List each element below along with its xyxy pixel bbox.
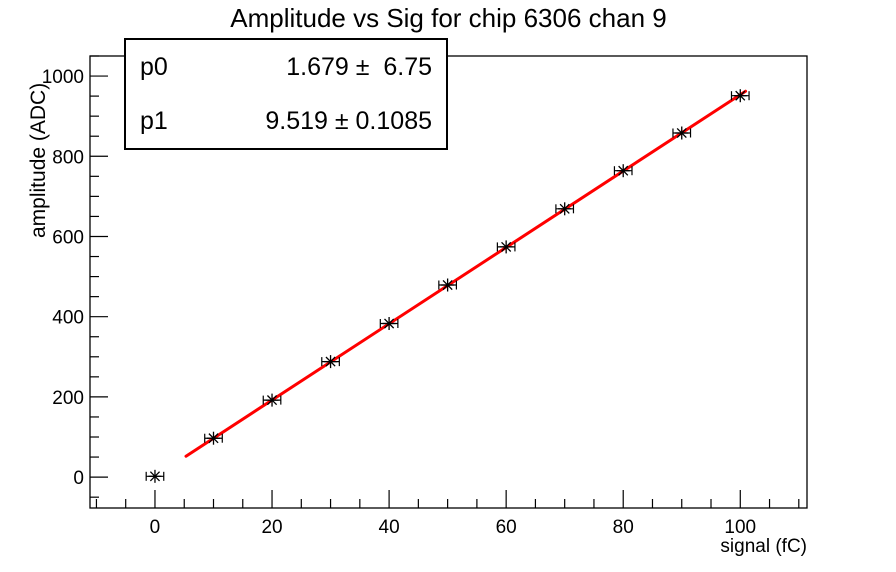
y-axis-title: amplitude (ADC) [27,82,50,238]
param-name: p1 [140,106,168,135]
x-tick-label: 0 [150,517,161,538]
data-marker [501,241,512,252]
plot-frame [89,55,808,509]
y-tick-label: 200 [52,388,84,409]
stats-row-p1: p1 9.519 ± 0.1085 [126,106,446,135]
x-tick-label: 20 [261,517,282,538]
param-value: 1.679 ± 6.75 [286,52,432,81]
data-marker [149,471,161,482]
x-tick-label: 40 [379,517,400,538]
x-tick-label: 80 [613,517,634,538]
data-marker [735,90,746,101]
data-marker [325,356,336,367]
x-axis-title: signal (fC) [720,536,807,557]
data-marker [442,279,453,291]
y-tick-label: 0 [73,468,84,489]
y-tick-label: 800 [52,147,84,168]
data-marker [266,395,278,406]
data-marker [676,127,687,139]
y-tick-label: 400 [52,308,84,329]
chart-title: Amplitude vs Sig for chip 6306 chan 9 [230,3,667,33]
data-marker [559,203,570,214]
param-value: 9.519 ± 0.1085 [265,106,432,135]
x-tick-label: 100 [724,517,756,538]
fit-line [184,89,748,458]
param-name: p0 [140,52,168,81]
x-tick-label: 60 [496,517,517,538]
data-marker [208,433,219,444]
data-marker [384,318,395,329]
fit-stats-box: p0 1.679 ± 6.75 p1 9.519 ± 0.1085 [124,38,448,150]
y-tick-label: 1000 [42,67,84,88]
stats-row-p0: p0 1.679 ± 6.75 [126,52,446,81]
y-tick-label: 600 [52,227,84,248]
data-marker [618,165,629,176]
